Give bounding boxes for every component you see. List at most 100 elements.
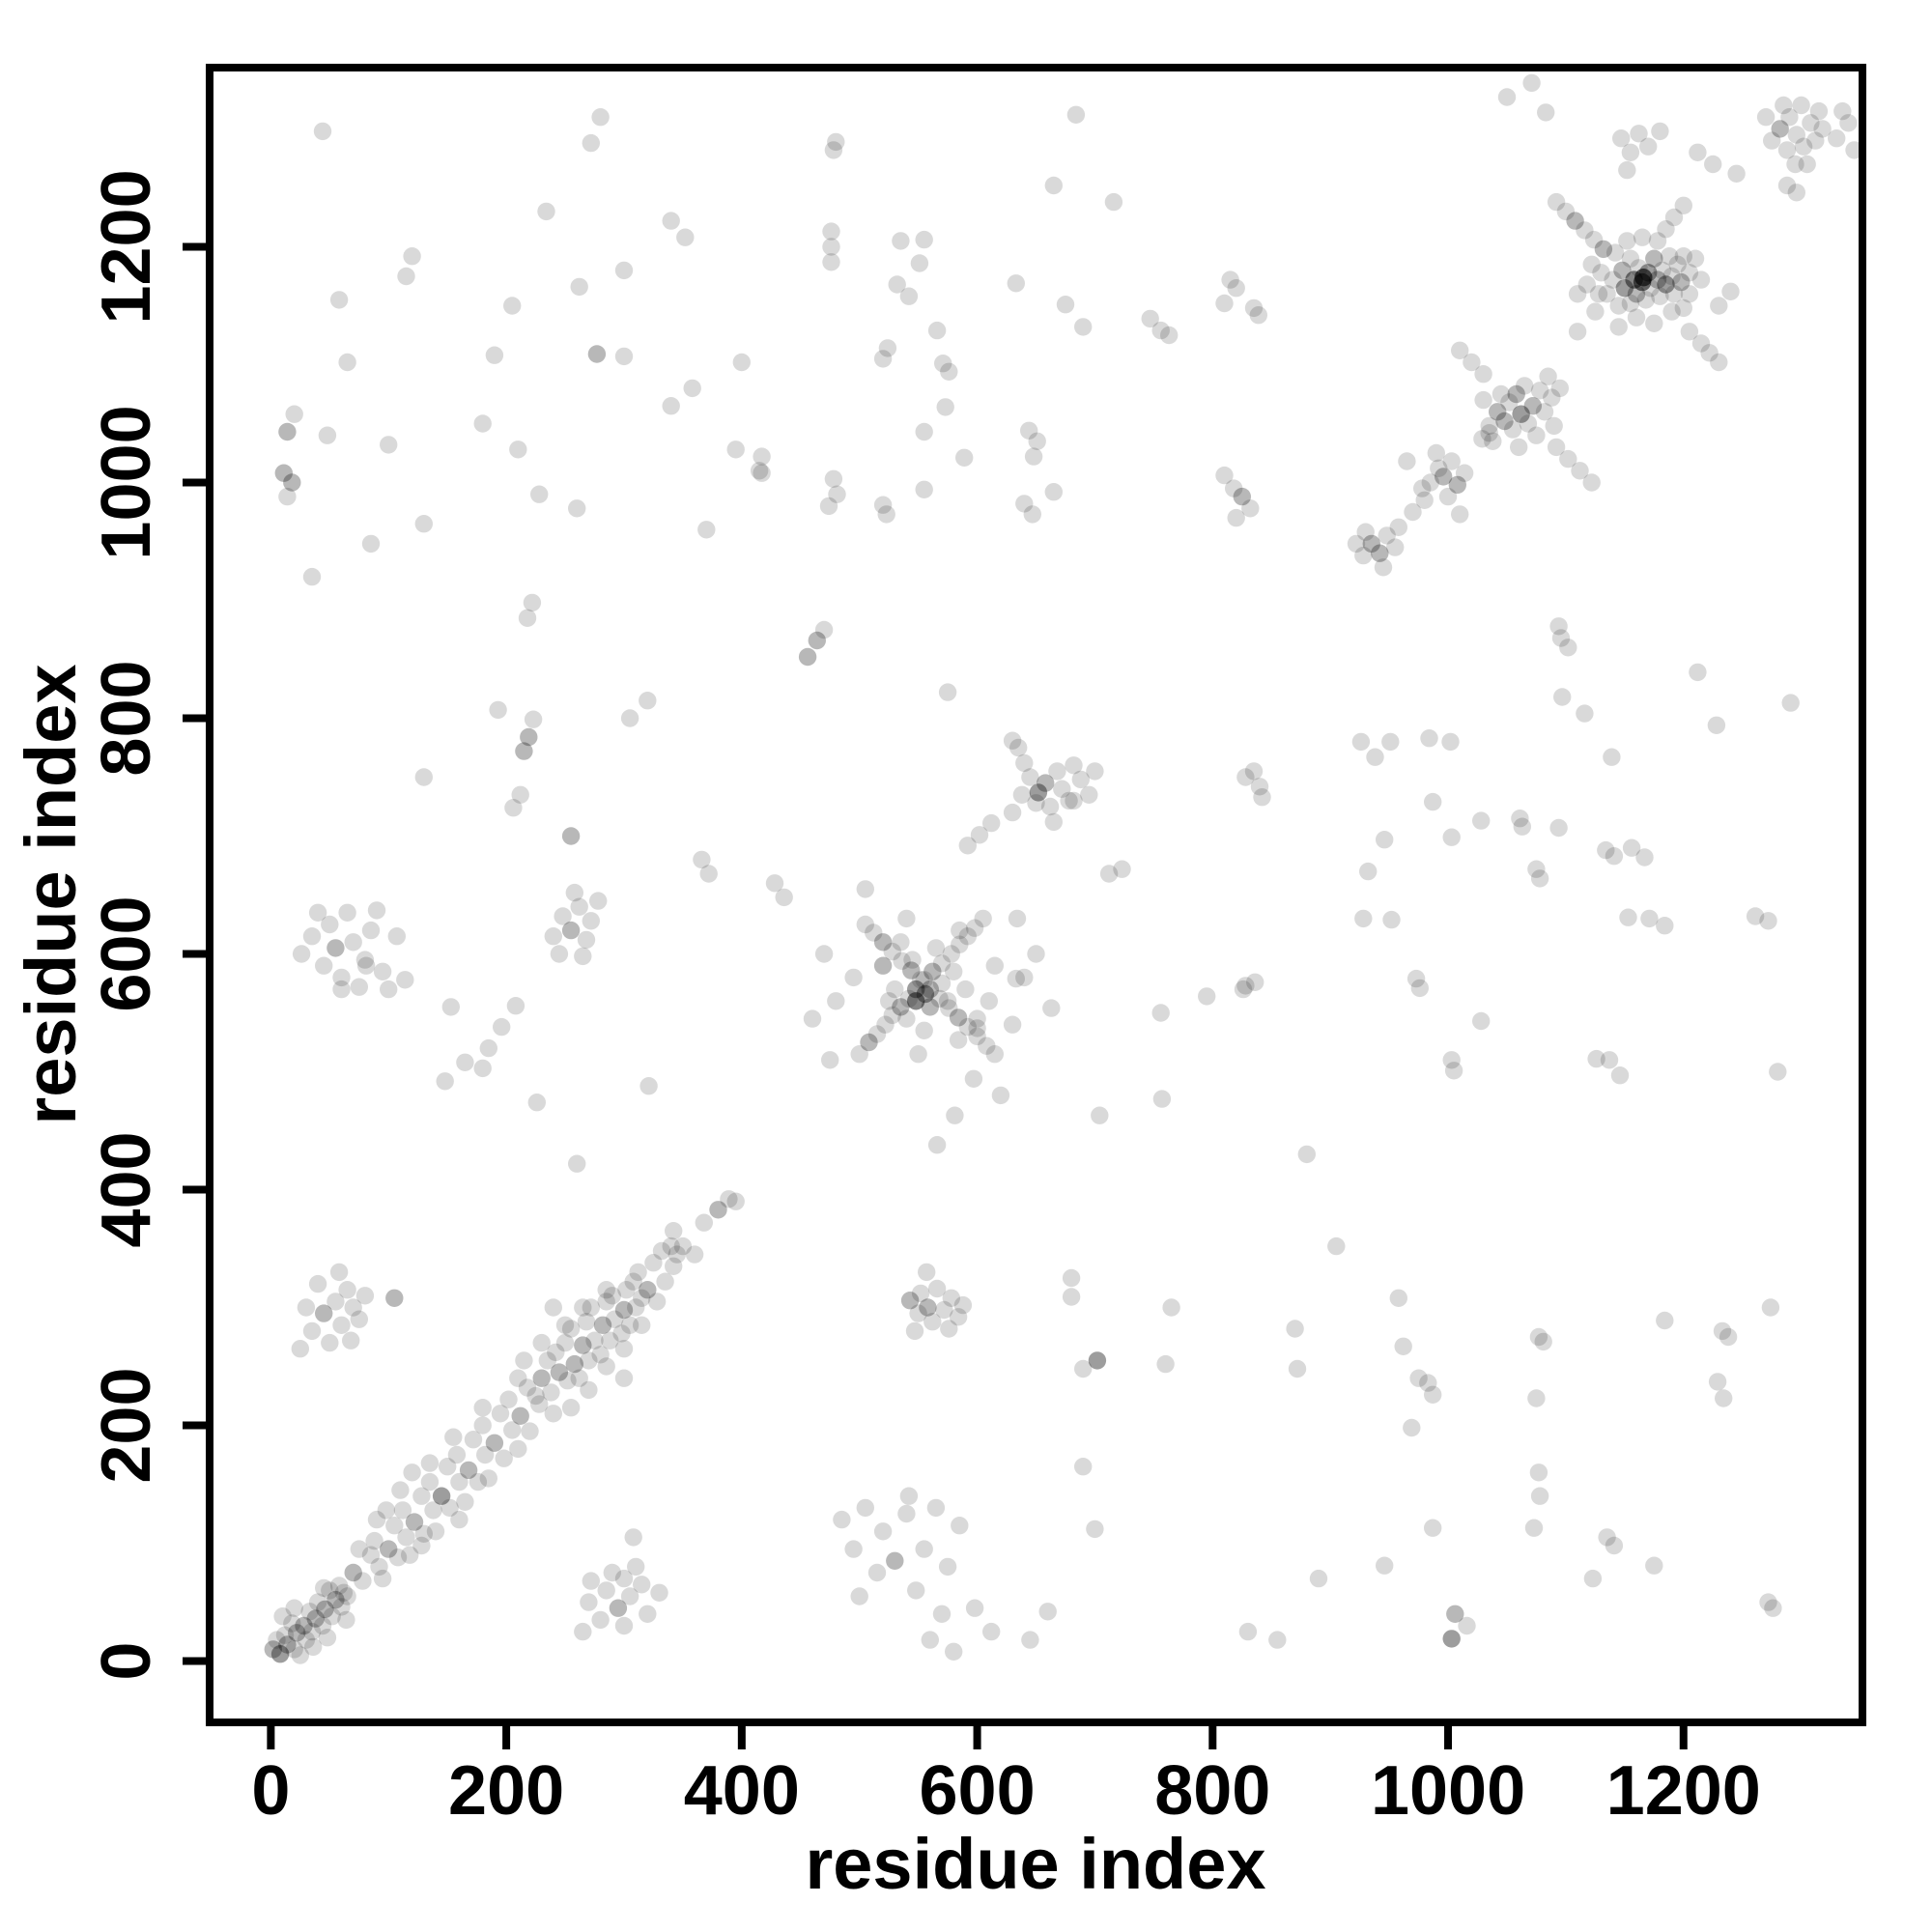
- data-point: [1651, 122, 1669, 141]
- data-point: [662, 1236, 680, 1256]
- data-point: [493, 1017, 511, 1037]
- data-point: [1071, 770, 1091, 789]
- data-point: [313, 1616, 332, 1635]
- data-point: [1451, 341, 1469, 359]
- data-point: [432, 1487, 451, 1505]
- data-point: [499, 1390, 518, 1408]
- data-point: [1691, 334, 1711, 353]
- data-point: [942, 1289, 960, 1308]
- data-point: [1463, 353, 1481, 372]
- data-point: [951, 921, 969, 940]
- data-point: [970, 826, 989, 844]
- data-point: [1833, 101, 1852, 121]
- data-point: [1639, 137, 1658, 156]
- data-point: [620, 1316, 639, 1335]
- data-point: [824, 469, 843, 488]
- data-point: [582, 912, 600, 930]
- data-point: [1286, 1320, 1304, 1338]
- data-point: [1610, 1066, 1630, 1085]
- data-point: [302, 927, 322, 946]
- data-point: [860, 1033, 878, 1052]
- data-point: [1645, 249, 1663, 268]
- data-point: [949, 1031, 968, 1049]
- data-point: [1613, 261, 1632, 280]
- data-point: [915, 1540, 933, 1558]
- data-point: [515, 742, 533, 760]
- data-point: [337, 1610, 355, 1630]
- data-point: [907, 1581, 925, 1600]
- data-point: [495, 1449, 513, 1467]
- data-point: [1769, 1063, 1787, 1081]
- data-point: [315, 956, 333, 975]
- data-point: [1584, 230, 1604, 249]
- data-point: [1225, 479, 1243, 497]
- data-point: [620, 709, 639, 727]
- data-point: [753, 447, 771, 466]
- data-point: [1645, 1556, 1663, 1575]
- data-point: [945, 962, 963, 980]
- data-point: [1603, 748, 1621, 766]
- data-point: [1648, 232, 1667, 250]
- data-point: [1424, 792, 1442, 811]
- data-point: [1359, 862, 1378, 881]
- data-point: [942, 945, 960, 963]
- data-point: [450, 1510, 469, 1529]
- data-point: [1707, 716, 1726, 734]
- data-point: [1592, 264, 1610, 282]
- data-point: [403, 247, 421, 266]
- data-point: [1404, 502, 1422, 522]
- data-point: [396, 971, 414, 989]
- data-point: [373, 962, 392, 980]
- data-point: [504, 799, 523, 817]
- data-point: [892, 232, 910, 250]
- data-point: [473, 1416, 492, 1435]
- data-point: [1458, 1616, 1476, 1635]
- data-point: [1484, 432, 1502, 450]
- data-point: [1577, 275, 1597, 294]
- data-point: [946, 1106, 964, 1124]
- data-point: [1012, 785, 1032, 804]
- data-point: [361, 1546, 381, 1564]
- data-point: [644, 1254, 663, 1272]
- data-point: [915, 1021, 933, 1040]
- data-point: [844, 968, 863, 987]
- data-point: [916, 984, 935, 1004]
- data-point: [1309, 1569, 1328, 1588]
- data-point: [1472, 1011, 1491, 1031]
- data-point: [934, 355, 952, 373]
- data-point: [918, 1263, 936, 1282]
- data-point: [1244, 298, 1264, 318]
- data-point: [397, 1528, 415, 1547]
- data-point: [518, 609, 537, 627]
- data-point: [1645, 314, 1663, 332]
- data-point: [297, 1631, 316, 1649]
- data-point: [1529, 1327, 1548, 1347]
- data-point: [1099, 865, 1119, 883]
- data-point: [1605, 1536, 1624, 1555]
- data-point: [278, 487, 297, 506]
- data-point: [1794, 137, 1813, 156]
- data-point: [537, 202, 555, 221]
- data-point: [1480, 416, 1498, 436]
- data-point: [921, 980, 939, 999]
- data-point: [915, 230, 933, 249]
- data-point: [291, 1340, 309, 1358]
- data-point: [1446, 1605, 1464, 1624]
- data-point: [321, 915, 339, 934]
- data-point: [609, 1599, 628, 1617]
- data-point: [935, 1300, 953, 1320]
- data-point: [1381, 732, 1400, 752]
- data-point: [316, 1600, 334, 1619]
- data-point: [577, 1313, 596, 1331]
- data-point: [1403, 1418, 1421, 1437]
- data-point: [814, 945, 834, 963]
- data-point: [302, 1622, 322, 1641]
- data-point: [1442, 1051, 1461, 1069]
- data-point: [662, 397, 680, 415]
- data-point: [1008, 909, 1027, 928]
- data-point: [1550, 379, 1570, 398]
- data-point: [1537, 103, 1555, 122]
- data-point: [753, 464, 771, 482]
- data-point: [900, 1292, 920, 1310]
- data-point: [1246, 973, 1264, 991]
